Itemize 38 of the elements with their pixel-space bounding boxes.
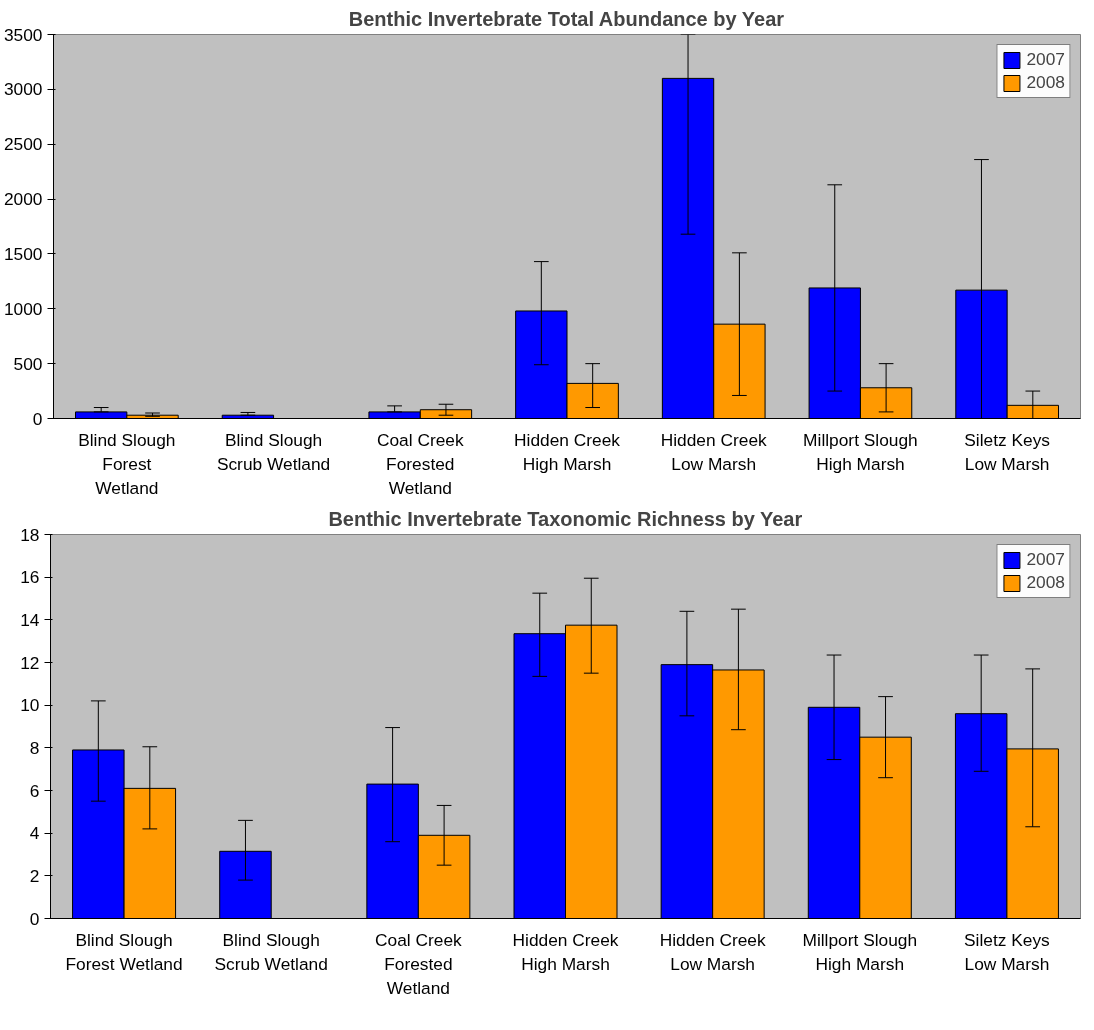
- chart-title: Benthic Invertebrate Taxonomic Richness by Year: [328, 507, 803, 530]
- legend-label: 2008: [1026, 72, 1065, 93]
- x-tick-label: Millport Slough High Marsh: [803, 429, 918, 474]
- y-tick-label: 3000: [3, 79, 43, 100]
- y-tick-label: 1500: [3, 243, 43, 264]
- x-tick-label: Blind Slough Scrub Wetland: [214, 929, 328, 974]
- y-tick-label: 12: [20, 652, 40, 673]
- y-tick-label: 3500: [3, 24, 43, 45]
- legend-label: 2008: [1026, 572, 1065, 593]
- y-tick-label: 14: [20, 609, 40, 630]
- y-tick-label: 2000: [3, 189, 43, 210]
- y-tick-label: 2: [29, 865, 40, 886]
- chart-title: Benthic Invertebrate Total Abundance by Year: [348, 7, 785, 30]
- y-tick-label: 0: [32, 408, 43, 429]
- y-tick-label: 16: [20, 567, 40, 588]
- x-tick-label: Hidden Creek Low Marsh: [659, 929, 766, 974]
- y-tick-label: 10: [20, 695, 40, 716]
- y-tick-label: 8: [29, 737, 40, 758]
- x-tick-label: Millport Slough High Marsh: [802, 929, 918, 974]
- y-tick-label: 6: [29, 780, 40, 801]
- legend-label: 2007: [1026, 549, 1065, 570]
- y-tick-label: 18: [20, 524, 40, 545]
- x-tick-label: Hidden Creek High Marsh: [512, 929, 619, 974]
- x-tick-label: Hidden Creek Low Marsh: [660, 429, 768, 474]
- x-tick-label: Blind Slough Forest Wetland: [78, 429, 176, 498]
- x-tick-label: Blind Slough Forest Wetland: [65, 929, 183, 974]
- y-tick-label: 2500: [3, 134, 43, 155]
- x-tick-label: Blind Slough Scrub Wetland: [216, 429, 331, 474]
- x-tick-label: Hidden Creek High Marsh: [514, 429, 621, 474]
- x-tick-label: Siletz Keys Low Marsh: [964, 929, 1051, 974]
- y-tick-label: 500: [13, 353, 43, 374]
- y-tick-label: 1000: [3, 298, 43, 319]
- y-tick-label: 4: [29, 823, 40, 844]
- x-tick-label: Siletz Keys Low Marsh: [964, 429, 1051, 474]
- legend-label: 2007: [1026, 49, 1065, 70]
- x-tick-label: Coal Creek Forested Wetland: [376, 429, 464, 498]
- x-tick-label: Coal Creek Forested Wetland: [375, 929, 463, 998]
- y-tick-label: 0: [29, 908, 40, 929]
